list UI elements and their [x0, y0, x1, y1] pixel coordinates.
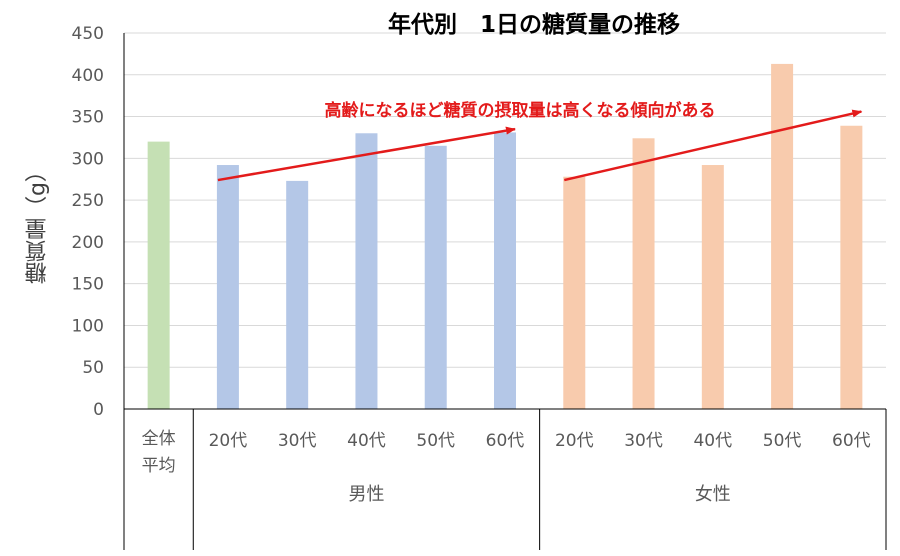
trend-arrow — [217, 126, 516, 182]
bar — [840, 125, 863, 409]
trend-arrow — [563, 109, 863, 182]
x-tick-label: 30代 — [278, 431, 317, 451]
y-tick-label: 250 — [72, 191, 104, 211]
bar — [424, 145, 447, 410]
bar — [147, 141, 170, 409]
y-tick-label: 50 — [82, 358, 104, 378]
bar — [563, 176, 586, 409]
bar — [771, 63, 794, 409]
bar — [632, 138, 655, 409]
x-tick-label: 50代 — [763, 431, 802, 451]
x-tick-label: 40代 — [347, 431, 386, 451]
y-tick-label: 300 — [72, 149, 104, 169]
x-tick-label: 全体 — [142, 429, 176, 449]
y-tick-label: 0 — [93, 400, 104, 420]
y-tick-label: 350 — [72, 108, 104, 128]
y-tick-label: 200 — [72, 233, 104, 253]
bar — [286, 180, 309, 409]
y-tick-label: 150 — [72, 275, 104, 295]
y-tick-labels: 0 50 100 150 200 250 300 350 400 450 — [72, 24, 104, 420]
x-tick-label: 30代 — [624, 431, 663, 451]
bar — [494, 132, 516, 410]
y-axis-label: 糖質量（g） — [25, 160, 51, 284]
group-label: 男性 — [348, 484, 384, 505]
bars — [147, 63, 863, 410]
x-tick-label: 60代 — [486, 431, 525, 451]
group-label: 女性 — [695, 484, 731, 505]
bar — [701, 165, 724, 409]
x-tick-label: 20代 — [555, 431, 594, 451]
x-tick-label: 20代 — [209, 431, 248, 451]
x-tick-label: 40代 — [693, 431, 732, 451]
trend-arrows — [217, 109, 863, 182]
x-tick-label: 60代 — [832, 431, 871, 451]
x-tick-label: 50代 — [416, 431, 455, 451]
axes — [123, 33, 887, 550]
bar — [216, 165, 239, 409]
y-tick-label: 450 — [72, 24, 104, 44]
chart-title: 年代別 1日の糖質量の推移 — [388, 11, 680, 38]
y-tick-label: 400 — [72, 66, 104, 86]
x-tick-label: 平均 — [142, 456, 176, 476]
trend-annotation: 高齢になるほど糖質の摂取量は高くなる傾向がある — [325, 100, 716, 121]
bar — [355, 133, 378, 409]
y-tick-label: 100 — [72, 316, 104, 336]
